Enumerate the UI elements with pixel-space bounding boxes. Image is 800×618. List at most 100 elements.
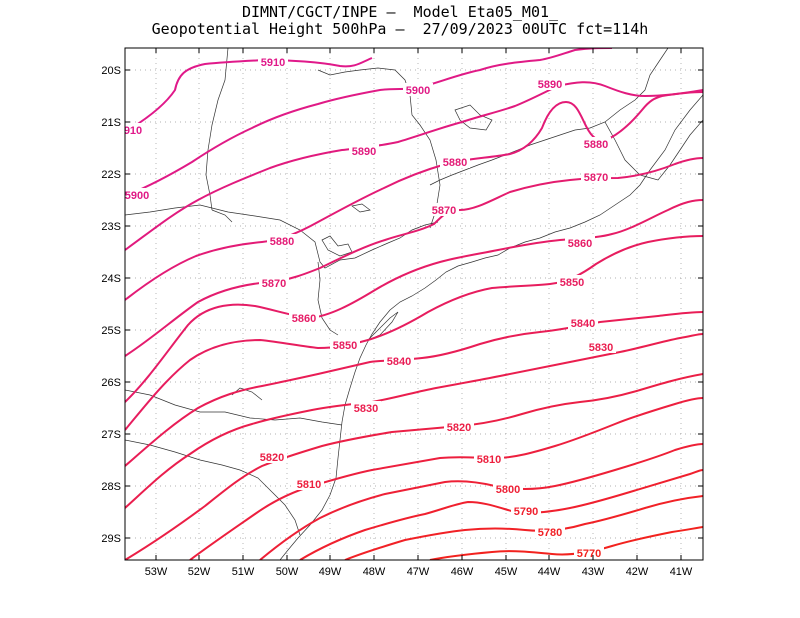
contour-label-bg xyxy=(429,203,459,216)
lon-tick-label: 46W xyxy=(451,566,474,578)
contour-5860 xyxy=(125,199,703,403)
contour-label-bg xyxy=(259,276,289,289)
contour-label-bg xyxy=(474,452,504,465)
contour-label-5860: 5860 xyxy=(568,238,592,250)
contour-label-bg xyxy=(535,525,565,538)
axis-ticks: 20S 21S 22S 23S 24S 25S 26S 27S 28S 29S 53W 52W 51W 5… xyxy=(101,48,703,578)
contour-label-5890: 5890 xyxy=(352,146,376,158)
contour-label-bg xyxy=(511,504,541,517)
lat-tick-label: 26S xyxy=(101,377,121,389)
contour-5900 xyxy=(125,48,613,197)
state-border xyxy=(211,209,233,223)
contour-label-5880: 5880 xyxy=(270,236,294,248)
contour-label-bg xyxy=(125,188,152,201)
lat-tick-label: 25S xyxy=(101,325,121,337)
contour-label-bg xyxy=(384,354,414,367)
lon-tick-label: 49W xyxy=(319,566,342,578)
contour-5870 xyxy=(125,157,703,357)
contour-label-5840: 5840 xyxy=(387,356,411,368)
contour-label-5850: 5850 xyxy=(333,340,357,352)
contour-label-5900: 5900 xyxy=(125,190,149,202)
contour-label-5830: 5830 xyxy=(354,403,378,415)
contour-label-5800: 5800 xyxy=(496,484,520,496)
lon-tick-label: 51W xyxy=(232,566,255,578)
lon-tick-label: 45W xyxy=(495,566,518,578)
height-contours: 5910 910 5900 5900 5890 5890 5880 5880 5880 5870 5… xyxy=(124,48,703,560)
contour-label-bg xyxy=(568,316,598,329)
contour-label-bg xyxy=(565,236,595,249)
contour-label-bg xyxy=(349,144,379,157)
contour-label-bg xyxy=(351,401,381,414)
contour-label-bg xyxy=(267,234,297,247)
map-title: DIMNT/CGCT/INPE – Model Eta05_M01_ Geopo… xyxy=(0,4,800,38)
contour-label-bg xyxy=(574,546,604,559)
contour-label-5870: 5870 xyxy=(262,278,286,290)
contour-label-bg xyxy=(125,123,145,136)
plot-frame xyxy=(124,47,704,561)
contour-5880 xyxy=(125,91,703,301)
lat-tick-label: 21S xyxy=(101,117,121,129)
contour-5830 xyxy=(125,333,703,509)
contour-label-5840: 5840 xyxy=(571,318,595,330)
contour-label-bg xyxy=(294,477,324,490)
contour-label-5880: 5880 xyxy=(584,139,608,151)
contour-label-5900: 5900 xyxy=(406,85,430,97)
state-border xyxy=(125,439,301,536)
contour-label-bg xyxy=(440,155,470,168)
lat-tick-label: 28S xyxy=(101,481,121,493)
contour-label-5810: 5810 xyxy=(297,479,321,491)
lon-tick-label: 47W xyxy=(407,566,430,578)
lat-tick-label: 22S xyxy=(101,169,121,181)
contour-label-5850: 5850 xyxy=(560,277,584,289)
contour-label-5820: 5820 xyxy=(447,422,471,434)
lon-tick-label: 44W xyxy=(538,566,561,578)
contour-5810 xyxy=(189,397,703,560)
contour-label-5910: 5910 xyxy=(261,57,285,69)
contour-5890 xyxy=(125,81,703,251)
contour-5770 xyxy=(429,526,703,560)
contour-label-bg xyxy=(403,83,433,96)
contour-label-bg xyxy=(493,482,523,495)
contour-label-bg xyxy=(586,340,616,353)
coast-islands xyxy=(351,203,371,213)
contour-5850 xyxy=(125,235,703,431)
lon-tick-label: 50W xyxy=(276,566,299,578)
state-border xyxy=(205,48,229,211)
contour-5820 xyxy=(125,373,703,560)
lon-tick-label: 42W xyxy=(626,566,649,578)
contour-5780 xyxy=(344,495,703,560)
contour-label-5910: 910 xyxy=(124,125,142,137)
contour-label-5880: 5880 xyxy=(443,157,467,169)
lon-tick-label: 53W xyxy=(145,566,168,578)
state-border xyxy=(125,204,439,269)
state-border xyxy=(604,119,703,181)
contour-5840 xyxy=(125,311,703,467)
contour-label-bg xyxy=(535,77,565,90)
lat-tick-label: 27S xyxy=(101,429,121,441)
contour-label-5870: 5870 xyxy=(584,172,608,184)
contour-label-5780: 5780 xyxy=(538,527,562,539)
contour-label-bg xyxy=(289,311,319,324)
contour-label-bg xyxy=(257,450,287,463)
contour-label-5790: 5790 xyxy=(514,506,538,518)
lat-tick-label: 23S xyxy=(101,221,121,233)
title-line-1: DIMNT/CGCT/INPE – Model Eta05_M01_ xyxy=(241,3,559,21)
lat-tick-label: 24S xyxy=(101,273,121,285)
contour-label-5890: 5890 xyxy=(538,79,562,91)
lon-tick-label: 43W xyxy=(582,566,605,578)
contour-label-bg xyxy=(258,55,288,68)
lat-tick-label: 29S xyxy=(101,533,121,545)
state-border xyxy=(429,48,669,186)
contour-label-bg xyxy=(330,338,360,351)
contour-5910 xyxy=(125,57,373,133)
contour-label-bg xyxy=(581,137,611,150)
contour-label-5870: 5870 xyxy=(432,205,456,217)
contour-label-5860: 5860 xyxy=(292,313,316,325)
contour-label-5830: 5830 xyxy=(589,342,613,354)
coast-islands xyxy=(321,235,353,257)
lon-tick-label: 52W xyxy=(188,566,211,578)
title-line-2: Geopotential Height 500hPa – 27/09/2023 … xyxy=(151,20,649,38)
lat-tick-label: 20S xyxy=(101,65,121,77)
contour-label-bg xyxy=(444,420,474,433)
